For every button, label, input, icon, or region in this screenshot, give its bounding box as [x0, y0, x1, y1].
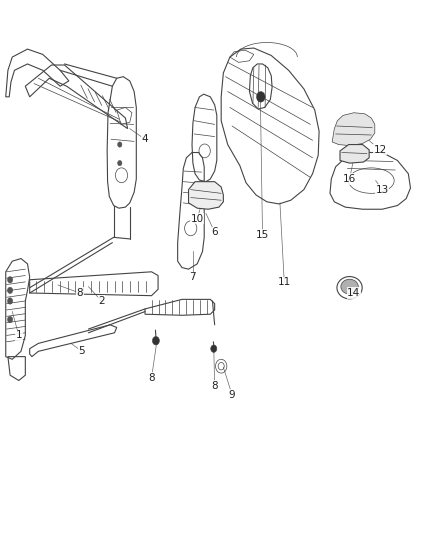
Circle shape: [256, 92, 265, 102]
Text: 4: 4: [142, 134, 148, 144]
Text: 9: 9: [229, 390, 235, 400]
Circle shape: [211, 345, 217, 352]
Text: 11: 11: [278, 277, 291, 287]
Text: 8: 8: [212, 381, 218, 391]
Circle shape: [7, 287, 13, 294]
Text: 12: 12: [374, 145, 387, 155]
Text: 8: 8: [76, 288, 83, 298]
Text: 13: 13: [375, 184, 389, 195]
Polygon shape: [188, 182, 223, 209]
Circle shape: [7, 277, 13, 283]
Text: 10: 10: [191, 214, 204, 224]
Text: 15: 15: [256, 230, 269, 240]
Polygon shape: [340, 144, 369, 163]
Circle shape: [117, 160, 122, 166]
Text: 8: 8: [148, 373, 155, 383]
Text: 14: 14: [347, 288, 360, 298]
Circle shape: [7, 298, 13, 304]
Text: 1: 1: [15, 330, 22, 341]
Circle shape: [117, 142, 122, 147]
Ellipse shape: [341, 279, 358, 294]
Text: 2: 2: [98, 296, 105, 306]
Text: 7: 7: [190, 272, 196, 282]
Circle shape: [152, 336, 159, 345]
Text: 6: 6: [212, 227, 218, 237]
Polygon shape: [332, 113, 375, 146]
Circle shape: [7, 317, 13, 322]
Text: 5: 5: [78, 346, 85, 357]
Text: 16: 16: [343, 174, 356, 184]
